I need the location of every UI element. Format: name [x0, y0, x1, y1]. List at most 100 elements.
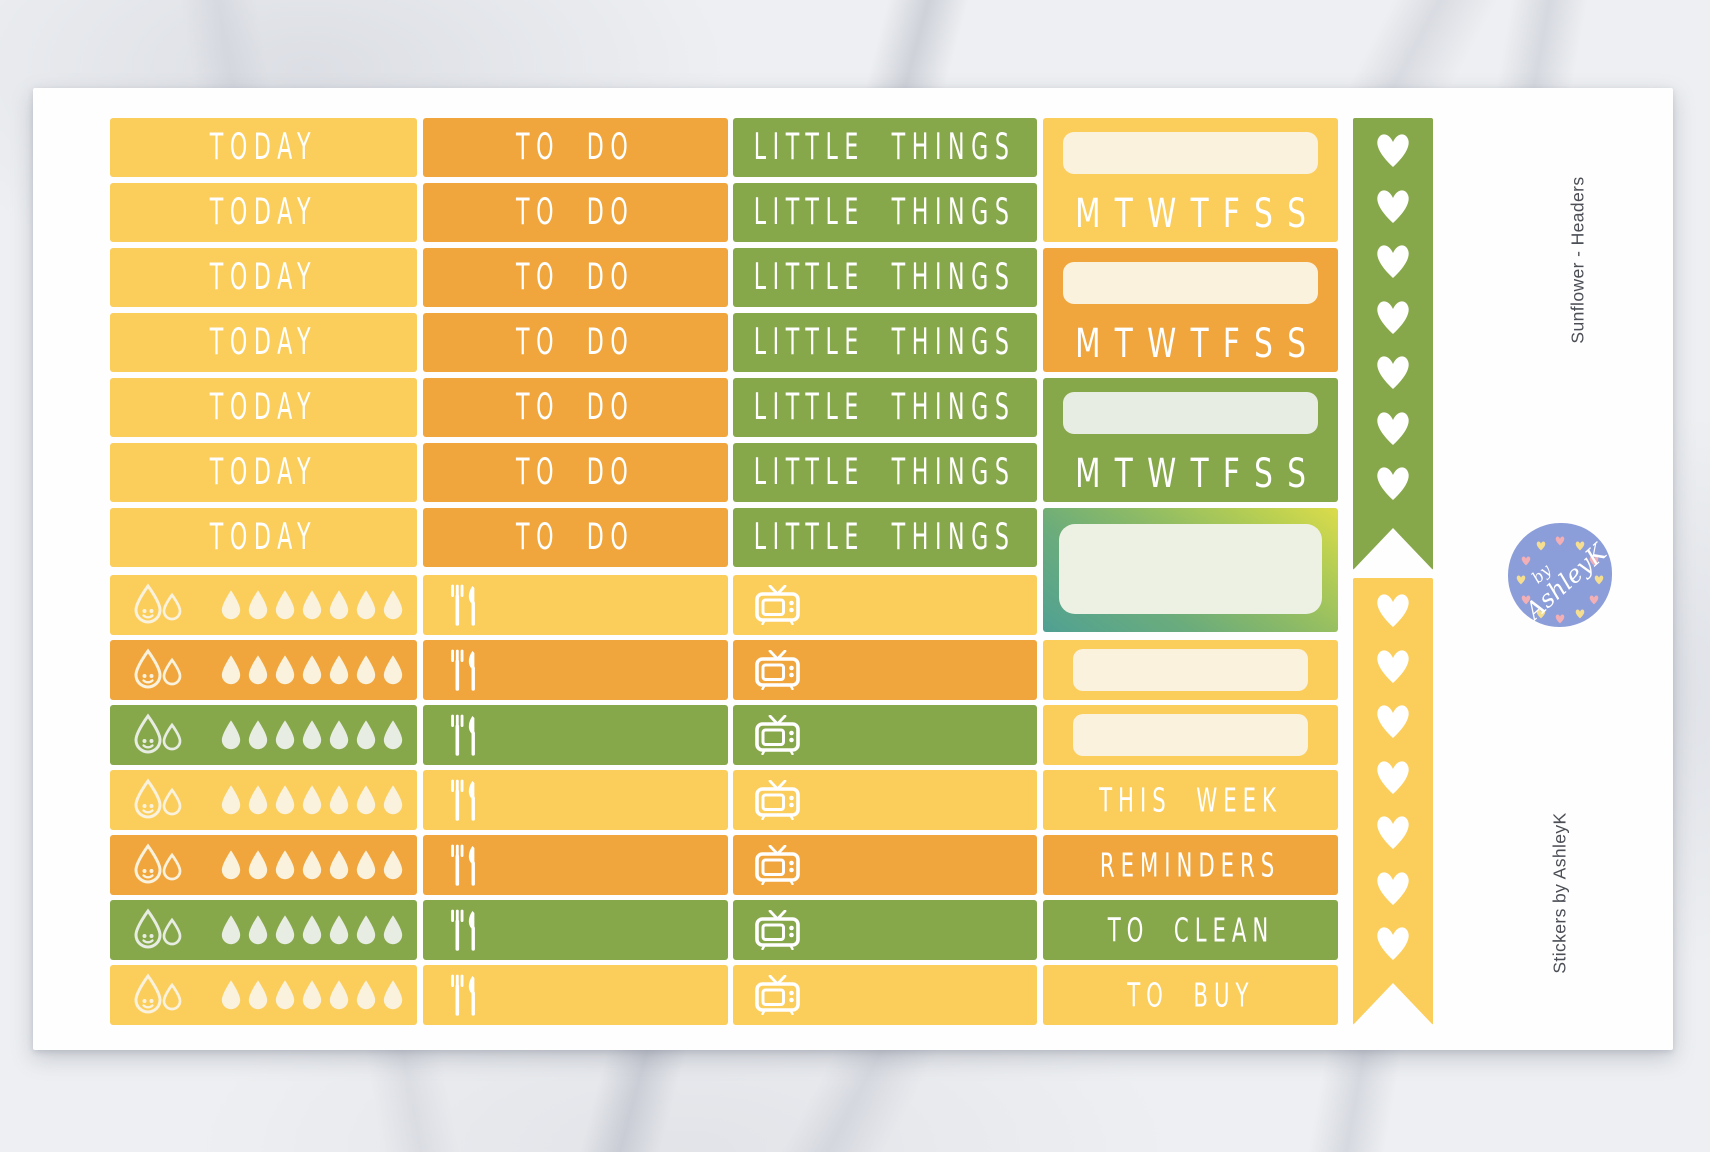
water-drop-icon: [248, 915, 268, 945]
little-things-header-sticker: LITTLE THINGS: [733, 443, 1037, 502]
water-drop-icon: [383, 655, 403, 685]
badge-heart-icon: [1574, 536, 1586, 555]
badge-script-text: by AshleyK: [1487, 502, 1634, 649]
heart-icon: [1371, 240, 1415, 280]
checklist-heart: [1371, 811, 1415, 855]
badge-heart-icon: [1520, 551, 1532, 570]
heart-icon: [1536, 609, 1545, 619]
heart-icon: [1594, 575, 1604, 585]
meal-tracker-sticker: [423, 965, 728, 1025]
water-drop-icon: [329, 785, 349, 815]
sticker-label: THIS WEEK: [1099, 781, 1282, 819]
meal-tracker-sticker: [423, 640, 728, 700]
water-drop-icon: [275, 785, 295, 815]
checklist-heart: [1371, 700, 1415, 744]
badge-heart-icon: [1520, 590, 1532, 609]
watercolor-tracker-sticker: [1043, 508, 1338, 632]
badge-heart-icon: [1535, 536, 1547, 555]
badge-heart-icon: [1588, 551, 1600, 570]
todo-header-sticker: TO DO: [423, 508, 728, 567]
meal-tracker-sticker: [423, 575, 728, 635]
sticker-label: LITTLE THINGS: [754, 516, 1016, 559]
todo-header-sticker: TO DO: [423, 248, 728, 307]
today-header-sticker: TODAY: [110, 313, 417, 372]
water-drop-icon: [383, 785, 403, 815]
checklist-heart: [1371, 867, 1415, 911]
water-drop-icon: [275, 915, 295, 945]
water-drop-icon: [356, 915, 376, 945]
sticker-label: TO DO: [516, 516, 635, 559]
day-letter: T: [1114, 320, 1133, 368]
today-header-sticker: TODAY: [110, 443, 417, 502]
badge-heart-icon: [1574, 604, 1586, 623]
todo-header-sticker: TO DO: [423, 313, 728, 372]
tv-tracker-sticker: [733, 640, 1037, 700]
sticker-label: LITTLE THINGS: [754, 191, 1016, 234]
sticker-label: TO BUY: [1126, 976, 1255, 1014]
hydrate-tracker-sticker: [110, 705, 417, 765]
water-drop-icon: [248, 980, 268, 1010]
tv-icon: [755, 975, 800, 1015]
blank-label-sticker: [1043, 640, 1338, 700]
todo-header-sticker: TO DO: [423, 443, 728, 502]
water-drop-icon: [302, 720, 322, 750]
heart-icon: [1371, 589, 1415, 629]
heart-checklist-strip: [1353, 118, 1433, 570]
todo-header-sticker: TO DO: [423, 183, 728, 242]
water-drop-icon: [383, 590, 403, 620]
water-drop-icon: [302, 980, 322, 1010]
checklist-heart: [1371, 296, 1415, 340]
day-letter: F: [1222, 320, 1240, 368]
hydrate-tracker-sticker: [110, 835, 417, 895]
today-header-sticker: TODAY: [110, 118, 417, 177]
today-header-sticker: TODAY: [110, 508, 417, 567]
water-drop-icon: [302, 850, 322, 880]
sticker-label: TODAY: [209, 516, 318, 559]
day-letter: F: [1222, 190, 1240, 238]
category-header-sticker: TO CLEAN: [1043, 900, 1338, 960]
water-drop-icon: [302, 915, 322, 945]
water-drop-icon: [248, 785, 268, 815]
day-letter: S: [1254, 190, 1273, 238]
day-letter: S: [1254, 320, 1273, 368]
heart-icon: [1575, 541, 1584, 551]
day-letter: T: [1190, 190, 1209, 238]
heart-icon: [1371, 811, 1415, 851]
checklist-heart: [1371, 922, 1415, 966]
sticker-label: TO DO: [516, 321, 635, 364]
sticker-label: TO DO: [516, 386, 635, 429]
heart-checklist-strip: [1353, 578, 1433, 1025]
shop-name: Stickers by AshleyK: [1549, 812, 1570, 974]
heart-icon: [1516, 575, 1526, 585]
day-letter: S: [1254, 450, 1273, 498]
heart-icon: [1555, 614, 1565, 624]
water-drop-icon: [275, 720, 295, 750]
heart-icon: [1371, 351, 1415, 391]
tv-tracker-sticker: [733, 705, 1037, 765]
cutlery-icon: [451, 649, 475, 691]
tv-tracker-sticker: [733, 965, 1037, 1025]
heart-icon: [1575, 609, 1584, 619]
sticker-label: TODAY: [209, 386, 318, 429]
checklist-heart: [1371, 756, 1415, 800]
sticker-label: TODAY: [209, 126, 318, 169]
water-drop-icon: [356, 850, 376, 880]
label-write-in-box: [1073, 714, 1308, 756]
tv-icon: [755, 780, 800, 820]
water-drop-icon: [356, 590, 376, 620]
little-things-header-sticker: LITTLE THINGS: [733, 118, 1037, 177]
sticker-label: TODAY: [209, 321, 318, 364]
tv-icon: [755, 910, 800, 950]
water-drop-icon: [248, 590, 268, 620]
checklist-heart: [1371, 645, 1415, 689]
todo-header-sticker: TO DO: [423, 378, 728, 437]
day-letter: T: [1114, 190, 1133, 238]
hydrate-tracker-sticker: [110, 575, 417, 635]
today-header-sticker: TODAY: [110, 378, 417, 437]
badge-heart-icon: [1515, 570, 1527, 589]
tracker-write-in-box: [1063, 132, 1318, 174]
heart-icon: [1536, 541, 1545, 551]
